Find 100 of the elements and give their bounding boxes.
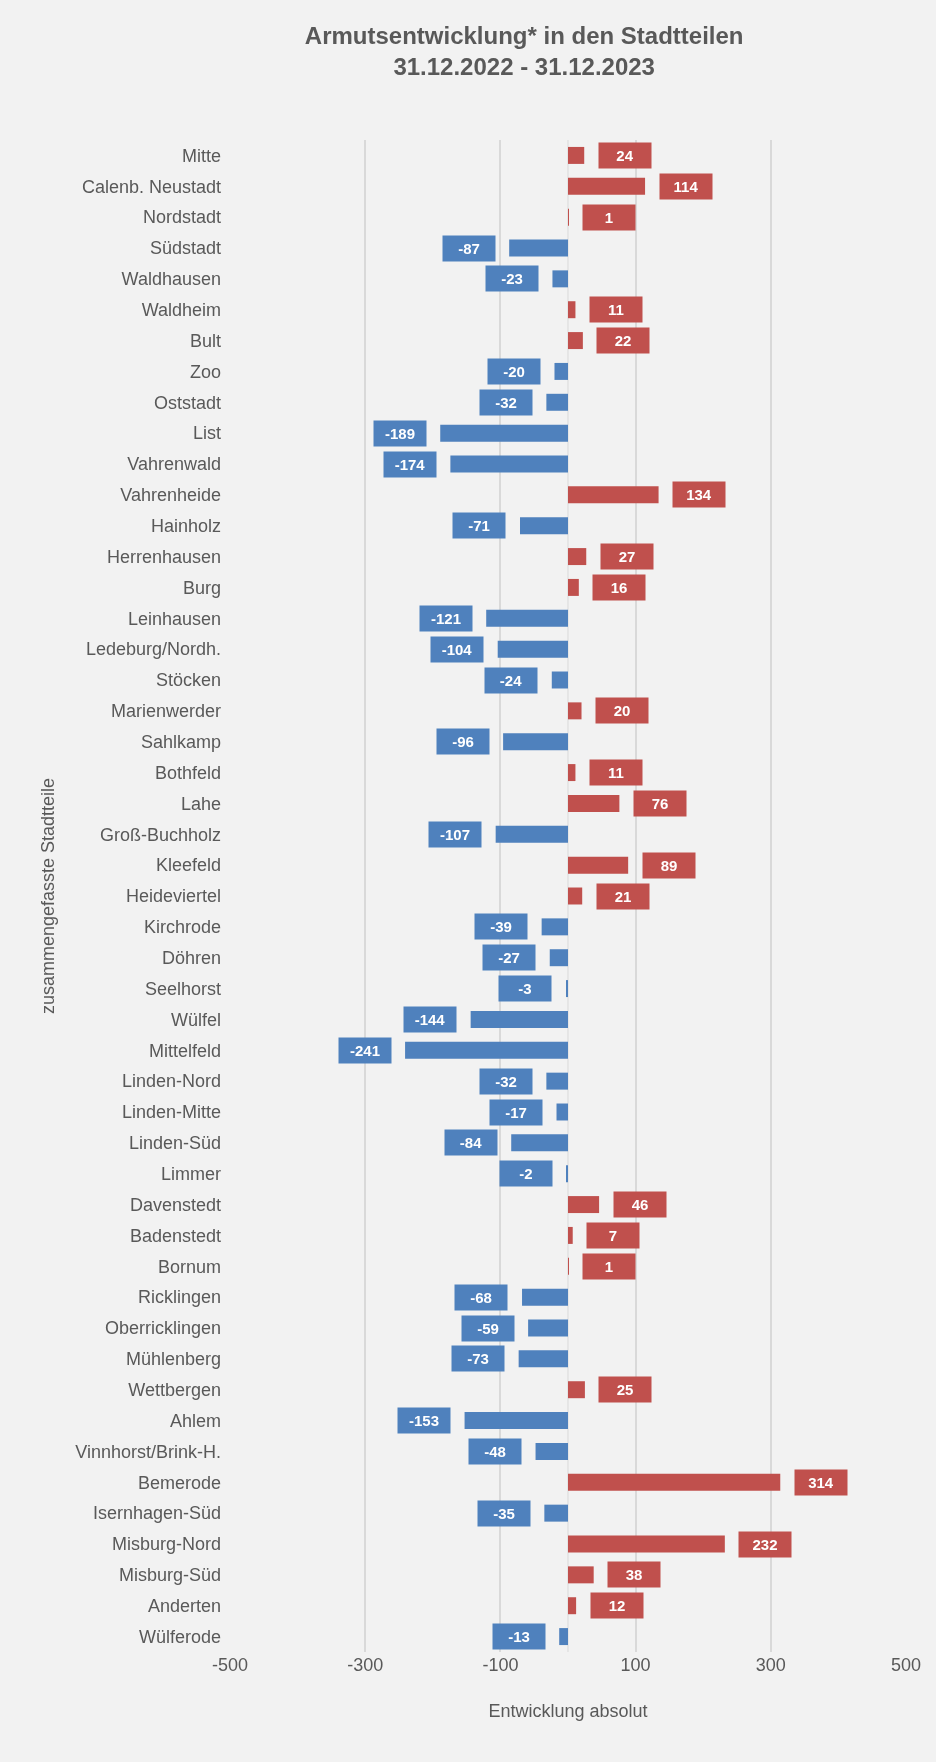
y-tick-label: Mittelfeld — [148, 1040, 221, 1061]
bar — [486, 609, 568, 627]
bar — [568, 764, 576, 782]
x-tick-label: 500 — [890, 1655, 922, 1675]
bar — [568, 332, 583, 350]
data-label: -20 — [503, 363, 525, 380]
y-tick-label: Calenb. Neustadt — [81, 176, 221, 197]
y-tick-label: Döhren — [161, 948, 221, 969]
bar — [470, 1010, 568, 1028]
y-tick-label: Oststadt — [153, 392, 221, 413]
bar — [528, 1319, 568, 1337]
bar — [549, 949, 568, 967]
y-tick-label: Lahe — [180, 793, 221, 814]
y-tick-label: Vinnhorst/Brink-H. — [75, 1441, 221, 1462]
data-label: 114 — [673, 178, 699, 195]
y-tick-label: Ahlem — [169, 1410, 221, 1431]
data-label: -3 — [518, 980, 532, 997]
data-label: 24 — [616, 147, 634, 164]
y-tick-label: Waldheim — [141, 300, 221, 321]
bar — [497, 640, 568, 658]
bar — [568, 146, 585, 164]
x-axis-title: Entwicklung absolut — [488, 1701, 648, 1722]
bar — [503, 733, 568, 751]
bar — [541, 918, 568, 936]
bar — [509, 239, 568, 257]
y-tick-label: Vahrenheide — [120, 485, 221, 506]
data-label: 27 — [618, 548, 636, 565]
x-tick-label: -300 — [347, 1655, 384, 1675]
bar — [546, 393, 568, 411]
y-tick-label: Südstadt — [149, 238, 221, 259]
y-tick-label: Sahlkamp — [140, 732, 221, 753]
bar — [568, 702, 582, 720]
bar — [440, 424, 568, 442]
data-label: 134 — [686, 486, 712, 503]
y-tick-label: Oberricklingen — [104, 1318, 221, 1339]
x-tick-label: 100 — [620, 1655, 651, 1675]
y-tick-label: Limmer — [160, 1164, 221, 1185]
y-tick-label: Badenstedt — [129, 1225, 221, 1246]
bar — [568, 548, 587, 566]
y-tick-label: Waldhausen — [121, 269, 221, 290]
data-label: 1 — [604, 1258, 614, 1275]
bar — [556, 1103, 568, 1121]
y-tick-label: Ledeburg/Nordh. — [85, 639, 221, 660]
data-label: -68 — [470, 1289, 492, 1306]
y-tick-label: Marienwerder — [110, 701, 221, 722]
y-tick-label: Leinhausen — [127, 608, 221, 629]
bar — [568, 486, 659, 504]
y-tick-label: Misburg-Nord — [111, 1534, 221, 1555]
data-label: 11 — [608, 764, 624, 781]
data-label: -2 — [519, 1165, 533, 1182]
data-label: 46 — [631, 1196, 649, 1213]
bar — [546, 1072, 568, 1090]
y-tick-label: Mitte — [181, 145, 221, 166]
data-label: 76 — [651, 795, 669, 812]
data-label: -87 — [458, 240, 480, 257]
data-label: 22 — [614, 332, 632, 349]
bar — [568, 1535, 725, 1553]
data-label: -39 — [490, 918, 512, 935]
data-label: -17 — [505, 1104, 527, 1121]
data-label: -71 — [468, 517, 490, 534]
data-label: -27 — [498, 949, 520, 966]
data-label: 38 — [625, 1566, 643, 1583]
y-tick-label: Stöcken — [155, 670, 221, 691]
y-tick-label: Linden-Mitte — [121, 1102, 221, 1123]
y-tick-label: Nordstadt — [142, 207, 221, 228]
y-tick-label: Kleefeld — [155, 855, 221, 876]
data-label: 232 — [752, 1536, 778, 1553]
bar — [568, 177, 646, 195]
bar — [522, 1288, 568, 1306]
y-axis-title: zusammengefasste Stadtteile — [38, 777, 59, 1015]
data-label: 12 — [608, 1597, 626, 1614]
bar — [518, 1350, 568, 1368]
bar — [568, 301, 576, 319]
chart-title: Armutsentwicklung* in den Stadtteilen 31.12.2022 - 31.12.2023 — [304, 22, 744, 81]
y-tick-label: Hainholz — [150, 516, 221, 537]
data-label: -35 — [493, 1505, 515, 1522]
bar — [464, 1412, 568, 1430]
data-label: -32 — [495, 394, 517, 411]
bar — [551, 671, 568, 689]
bar — [568, 856, 629, 874]
y-tick-label: Burg — [182, 577, 221, 598]
bar — [495, 825, 568, 843]
data-label: -241 — [349, 1042, 381, 1059]
data-label: 20 — [613, 702, 631, 719]
data-label: -121 — [430, 610, 462, 627]
y-tick-label: Groß-Buchholz — [99, 824, 221, 845]
data-label: -107 — [439, 826, 471, 843]
bar — [559, 1628, 568, 1646]
y-tick-label: Mühlenberg — [125, 1349, 221, 1370]
y-tick-label: Bemerode — [137, 1472, 221, 1493]
y-tick-label: Isernhagen-Süd — [92, 1503, 221, 1524]
data-label: -104 — [441, 641, 473, 658]
data-label: 16 — [610, 579, 628, 596]
y-tick-label: Heideviertel — [125, 886, 221, 907]
y-tick-label: Wülfel — [170, 1009, 221, 1030]
y-tick-label: Bult — [189, 330, 221, 351]
y-tick-label: Ricklingen — [137, 1287, 221, 1308]
data-label: -189 — [384, 425, 416, 442]
data-label: -84 — [459, 1134, 483, 1151]
y-tick-label: Kirchrode — [143, 917, 221, 938]
